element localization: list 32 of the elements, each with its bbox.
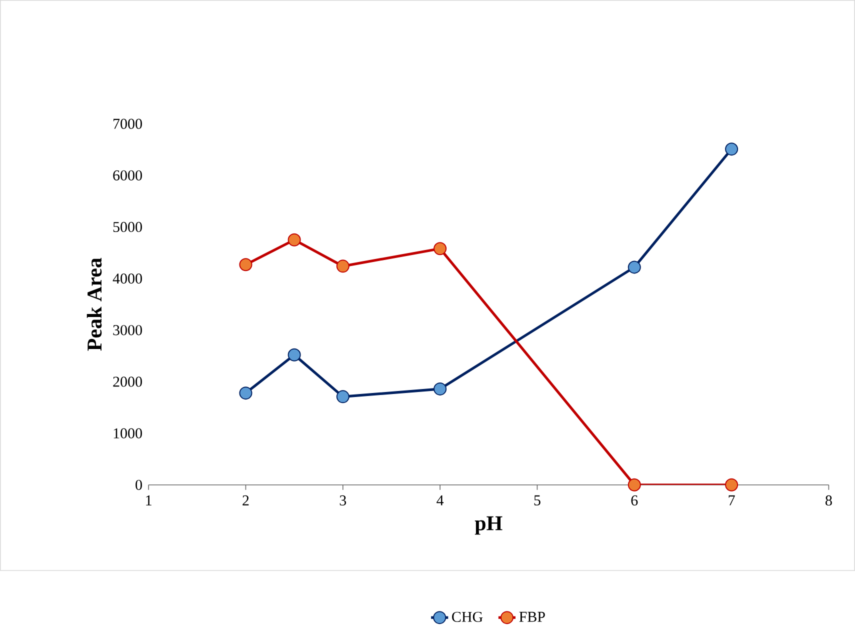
point: [725, 142, 738, 156]
y-tick-label: 0: [136, 480, 142, 490]
point: [628, 260, 641, 274]
x-tick-label: 4: [436, 495, 444, 506]
point: [434, 382, 447, 396]
point: [288, 348, 301, 362]
point: [336, 390, 350, 404]
point: [336, 260, 350, 273]
y-tick-label: 2000: [113, 376, 142, 387]
x-tick-label: 2: [242, 495, 249, 506]
point: [239, 258, 252, 271]
x-tick-label: 5: [534, 495, 540, 506]
y-tick-label: 6000: [113, 170, 142, 180]
point: [725, 478, 738, 492]
y-axis-title: Peak Area: [86, 258, 102, 351]
y-tick-label: 1000: [114, 428, 142, 438]
x-tick-label: 3: [340, 495, 346, 506]
point: [628, 478, 641, 492]
point: [239, 386, 252, 400]
x-tick-label: 1: [146, 495, 152, 506]
point: [434, 242, 447, 255]
point: [288, 233, 301, 246]
y-tick-label: 4000: [112, 273, 142, 284]
legend-label: FBP: [519, 612, 545, 622]
y-tick-label: 7000: [114, 118, 142, 129]
legend-label: CHG: [452, 612, 483, 622]
x-tick-label: 7: [728, 495, 735, 506]
x-tick-label: 8: [826, 495, 832, 506]
y-tick-label: 5000: [113, 222, 142, 232]
y-tick-label: 3000: [113, 324, 142, 336]
x-tick-label: 6: [631, 495, 638, 506]
x-axis-title: pH: [474, 516, 502, 534]
